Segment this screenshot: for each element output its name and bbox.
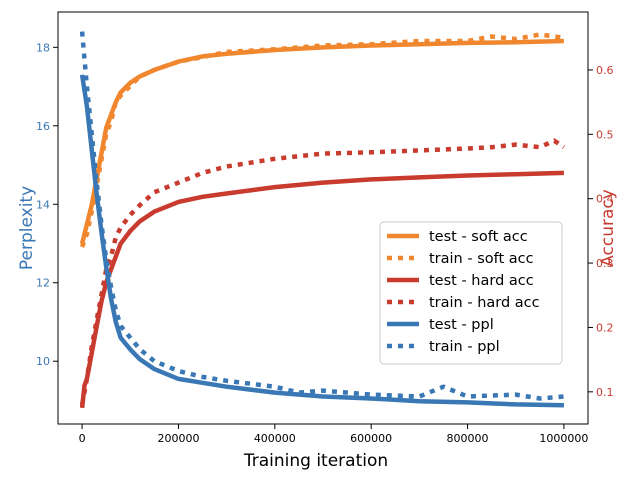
series-line-test-ppl: [79, 74, 564, 408]
x-tick-label: 800000: [447, 432, 489, 445]
y-right-tick-label: 0.5: [596, 128, 614, 141]
legend-label: train - soft acc: [429, 251, 534, 267]
y-left-tick-label: 14: [36, 198, 50, 211]
series-line-train-hard-acc: [79, 138, 566, 406]
x-tick-label: 1000000: [539, 432, 588, 445]
y-left-tick-label: 12: [36, 277, 50, 290]
y-left-axis-title: Perplexity: [17, 186, 37, 270]
legend-label: train - ppl: [429, 339, 500, 355]
y-right-axis-title: Accuracy: [598, 189, 618, 267]
x-tick-label: 0: [79, 432, 86, 445]
x-tick-label: 400000: [254, 432, 296, 445]
legend-label: train - hard acc: [429, 295, 540, 311]
x-axis-title: Training iteration: [243, 451, 388, 471]
y-right-tick-label: 0.3: [596, 257, 614, 270]
series-layer: [79, 31, 566, 409]
x-tick-label: 600000: [350, 432, 392, 445]
series-line-train-soft-acc: [79, 32, 565, 248]
x-axis: 0 200000 400000 600000 800000 1000000: [79, 424, 588, 445]
legend-box: [379, 221, 563, 365]
y-right-tick-label: 0.4: [596, 193, 614, 206]
legend: test - soft acc train - soft acc test - ha…: [379, 221, 563, 365]
y-left-axis: 10 12 14 16 18: [36, 41, 58, 368]
legend-label: test - soft acc: [429, 229, 528, 245]
legend-label: test - hard acc: [429, 273, 534, 289]
y-right-tick-label: 0.2: [596, 321, 614, 334]
y-right-tick-label: 0.6: [596, 64, 614, 77]
y-left-tick-label: 16: [36, 120, 50, 133]
y-right-axis: 0.1 0.2 0.3 0.4 0.5 0.6: [588, 64, 614, 399]
y-left-tick-label: 10: [36, 355, 50, 368]
series-line-train-ppl: [79, 31, 565, 401]
y-left-tick-label: 18: [36, 41, 50, 54]
legend-label: test - ppl: [429, 317, 494, 333]
x-tick-label: 200000: [157, 432, 199, 445]
plot-area: [57, 11, 589, 425]
y-right-tick-label: 0.1: [596, 386, 614, 399]
